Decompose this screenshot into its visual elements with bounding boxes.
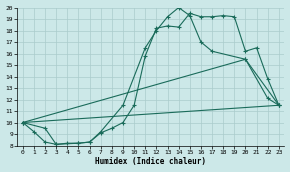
X-axis label: Humidex (Indice chaleur): Humidex (Indice chaleur) <box>95 157 206 166</box>
